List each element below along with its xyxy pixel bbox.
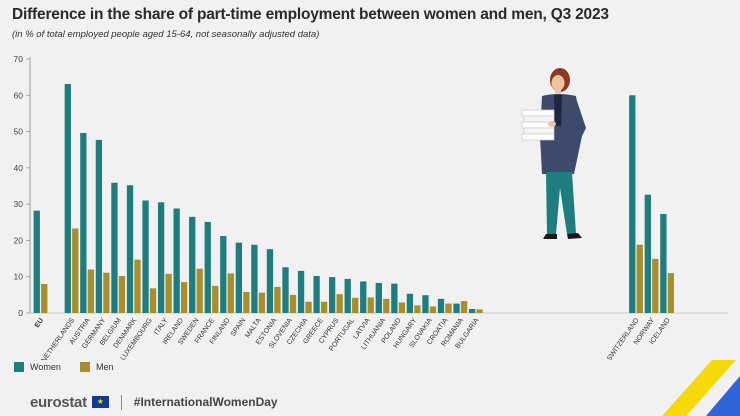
bar-men-slovenia: [289, 294, 297, 313]
y-tick-label: 10: [14, 272, 24, 282]
bar-women-switzerland: [629, 95, 636, 313]
bar-women-sweden: [189, 216, 196, 313]
bar-men-latvia: [367, 297, 374, 313]
bar-women-austria: [80, 133, 87, 313]
bar-women-eu: [33, 210, 40, 313]
bar-women-croatia: [437, 298, 445, 313]
bar-men-hungary: [414, 305, 421, 313]
bar-women-italy: [157, 202, 165, 313]
bar-women-luxembourg: [142, 200, 149, 313]
legend-men: Men: [80, 362, 114, 372]
eu-flag-icon: ★: [91, 396, 109, 408]
bar-men-romania: [460, 301, 468, 313]
bar-women-poland: [391, 283, 398, 313]
bar-men-eu: [41, 283, 48, 313]
chart-subtitle: (in % of total employed people aged 15-6…: [12, 29, 320, 40]
eurostat-logo: eurostat: [30, 393, 87, 411]
bar-women-czechia: [297, 270, 305, 313]
bar-men-germany: [103, 272, 110, 313]
bar-men-iceland: [667, 273, 675, 313]
bar-women-norway: [644, 194, 651, 313]
y-tick-label: 70: [14, 54, 24, 64]
bar-men-slovakia: [429, 306, 437, 313]
legend-swatch-men: [80, 362, 90, 372]
legend-women: Women: [14, 362, 61, 372]
y-tick-label: 60: [14, 90, 24, 100]
legend-label-men: Men: [96, 362, 114, 372]
y-tick-label: 0: [18, 308, 23, 318]
bar-men-switzerland: [636, 244, 643, 313]
bar-women-netherlands: [64, 84, 71, 313]
bar-men-france: [212, 285, 219, 313]
footer-divider: [120, 394, 122, 410]
bar-women-denmark: [126, 185, 134, 313]
bar-women-estonia: [266, 249, 274, 313]
bar-women-cyprus: [329, 277, 336, 313]
bar-women-iceland: [660, 213, 667, 313]
bar-women-france: [204, 221, 211, 313]
bar-men-austria: [87, 269, 94, 313]
y-tick-label: 40: [14, 163, 24, 173]
bar-men-cyprus: [336, 294, 343, 313]
footer: eurostat ★ #InternationalWomenDay: [0, 388, 740, 416]
bar-women-finland: [220, 236, 227, 313]
y-tick-label: 50: [14, 127, 24, 137]
legend-swatch-women: [14, 362, 24, 372]
bar-men-norway: [652, 258, 659, 313]
bar-men-spain: [243, 291, 250, 313]
y-tick-label: 30: [14, 199, 24, 209]
bar-women-latvia: [360, 281, 367, 313]
bar-women-belgium: [111, 182, 118, 313]
bar-men-netherlands: [72, 228, 79, 313]
bar-men-denmark: [134, 259, 141, 313]
bar-chart: 010203040506070EUNETHERLANDSAUSTRIAGERMA…: [14, 54, 728, 360]
bar-men-lithuania: [383, 298, 390, 313]
bar-women-slovakia: [422, 295, 429, 313]
bar-men-czechia: [305, 301, 312, 313]
bar-women-lithuania: [375, 282, 382, 313]
bar-women-malta: [251, 244, 258, 313]
bar-men-italy: [165, 273, 172, 313]
bar-women-hungary: [406, 293, 414, 313]
bar-women-bulgaria: [468, 309, 476, 313]
bar-women-portugal: [344, 278, 351, 313]
bar-men-bulgaria: [476, 309, 483, 313]
bar-men-estonia: [274, 286, 281, 313]
bar-men-portugal: [352, 297, 359, 313]
legend-label-women: Women: [30, 362, 61, 372]
bar-women-ireland: [173, 208, 180, 313]
bar-women-romania: [453, 303, 460, 313]
bar-men-finland: [227, 273, 234, 313]
bar-men-belgium: [118, 275, 126, 313]
bar-women-slovenia: [282, 267, 289, 313]
bar-men-poland: [398, 302, 405, 313]
bar-men-malta: [258, 292, 266, 313]
bar-men-sweden: [196, 268, 203, 313]
y-tick-label: 20: [14, 235, 24, 245]
bar-women-spain: [235, 242, 242, 313]
hashtag: #InternationalWomenDay: [133, 395, 278, 409]
bar-women-germany: [95, 139, 103, 313]
decorative-stripes-icon: [662, 360, 740, 416]
bar-men-greece: [320, 301, 328, 313]
bar-men-croatia: [445, 303, 452, 313]
bar-men-ireland: [181, 282, 188, 313]
woman-illustration-icon: [521, 68, 586, 239]
x-tick-label-eu: EU: [34, 317, 45, 329]
chart-title: Difference in the share of part-time emp…: [12, 6, 609, 23]
bar-women-greece: [313, 275, 320, 313]
bar-men-luxembourg: [149, 288, 157, 313]
